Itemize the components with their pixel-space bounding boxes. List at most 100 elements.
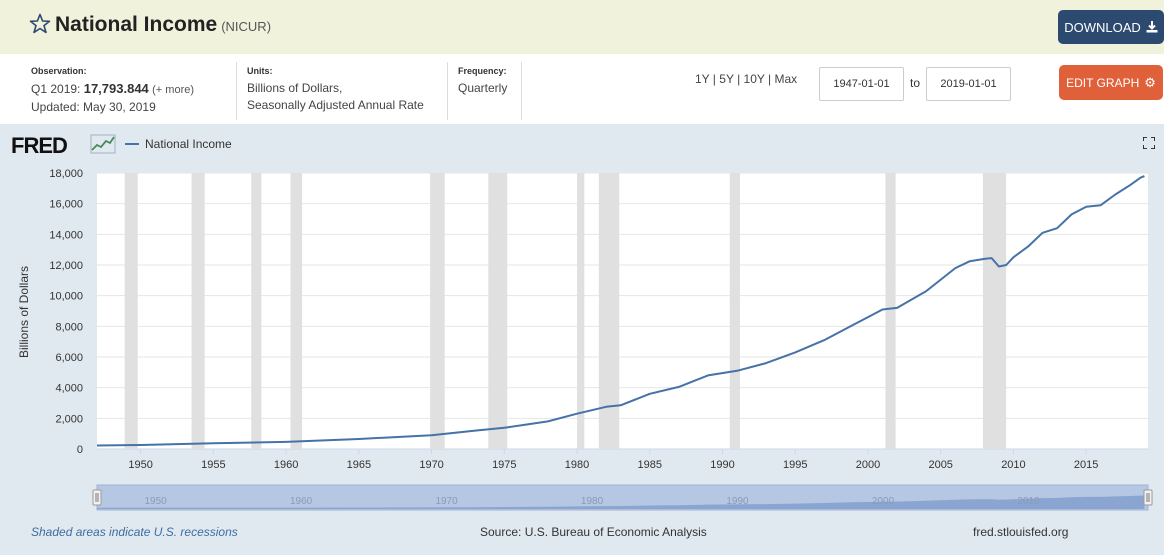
source-note: Source: U.S. Bureau of Economic Analysis: [480, 525, 707, 539]
range-max[interactable]: Max: [774, 72, 798, 86]
navigator-tick-label: 2000: [872, 496, 895, 507]
x-tick-label: 1970: [419, 459, 443, 471]
meta-bar: Observation: Q1 2019: 17,793.844 (+ more…: [0, 54, 1164, 124]
range-navigator[interactable]: 1950 1960 1970 1980 1990 2000 2010: [92, 484, 1153, 511]
x-tick-label: 1960: [274, 459, 298, 471]
observation-value: 17,793.844: [83, 81, 149, 96]
divider: [236, 62, 237, 120]
legend-label: National Income: [145, 137, 232, 151]
end-date-input[interactable]: [926, 67, 1011, 101]
plot-area: [97, 173, 1148, 449]
divider: [447, 62, 448, 120]
navigator-handle[interactable]: [1143, 489, 1153, 506]
navigator-area: [97, 495, 1145, 509]
recession-band: [290, 173, 303, 449]
recession-band: [577, 173, 585, 449]
recession-band: [430, 173, 445, 449]
recession-band: [488, 173, 508, 449]
units-label: Units:: [247, 66, 273, 76]
frequency-label: Frequency:: [458, 66, 507, 76]
observation-line: Q1 2019: 17,793.844 (+ more): [31, 80, 194, 99]
navigator-handle[interactable]: [92, 489, 102, 506]
recession-band: [598, 173, 620, 449]
series-line: [96, 175, 1145, 447]
y-tick-label: 8,000: [55, 321, 83, 333]
download-icon: [1146, 21, 1158, 33]
title-bar: National Income (NICUR) DOWNLOAD: [0, 0, 1164, 54]
recession-note-link[interactable]: Shaded areas indicate U.S. recessions: [31, 525, 238, 539]
x-axis: 1950 1955 1960 1965 1970 1975 1980 1985 1990 1995…: [128, 449, 1098, 471]
recession-band: [191, 173, 205, 449]
y-tick-label: 12,000: [49, 260, 83, 272]
series-title: National Income: [55, 13, 218, 36]
recession-band: [982, 173, 1007, 449]
observation-label: Observation:: [31, 66, 87, 76]
range-selector: 1Y | 5Y | 10Y | Max: [695, 72, 797, 86]
divider: [521, 62, 522, 120]
y-tick-label: 18,000: [49, 168, 83, 180]
x-tick-label: 1985: [638, 459, 662, 471]
x-tick-label: 1995: [783, 459, 807, 471]
x-tick-label: 1990: [710, 459, 734, 471]
download-label: DOWNLOAD: [1064, 19, 1141, 35]
fred-logo-mark-icon: [90, 134, 116, 154]
x-tick-label: 1980: [565, 459, 589, 471]
x-tick-label: 2010: [1001, 459, 1025, 471]
x-tick-label: 2015: [1074, 459, 1098, 471]
range-10y[interactable]: 10Y: [743, 72, 765, 86]
observation-period: Q1 2019:: [31, 82, 81, 96]
range-sep: |: [764, 72, 775, 86]
legend-swatch: [125, 143, 139, 145]
navigator-tick-label: 2010: [1017, 496, 1040, 507]
recession-band: [251, 173, 262, 449]
navigator-tick-label: 1980: [581, 496, 604, 507]
observation-block: Observation: Q1 2019: 17,793.844 (+ more…: [31, 65, 194, 116]
grid: [97, 172, 1148, 450]
recession-bands: [124, 173, 1007, 449]
site-link[interactable]: fred.stlouisfed.org: [973, 525, 1069, 539]
series-id: (NICUR): [221, 19, 272, 34]
national-income-line: [96, 175, 1145, 447]
gear-icon: ⚙: [1144, 74, 1156, 90]
frequency-value: Quarterly: [458, 81, 508, 95]
y-tick-label: 16,000: [49, 199, 83, 211]
start-date-input[interactable]: [819, 67, 904, 101]
x-tick-label: 2005: [928, 459, 952, 471]
chart-svg: 0 2,000 4,000 6,000 8,000 10,000 12,000 14,000 1…: [17, 168, 1153, 511]
observation-more-link[interactable]: (+ more): [152, 84, 195, 96]
y-tick-label: 4,000: [55, 383, 83, 395]
y-tick-label: 14,000: [49, 229, 83, 241]
y-axis-title: Billions of Dollars: [17, 266, 31, 358]
edit-graph-button[interactable]: EDIT GRAPH ⚙: [1059, 65, 1163, 100]
recession-band: [885, 173, 896, 449]
x-tick-label: 1975: [492, 459, 516, 471]
units-line1: Billions of Dollars,: [247, 81, 343, 95]
frequency-block: Frequency: Quarterly: [458, 65, 507, 97]
x-tick-label: 1965: [347, 459, 371, 471]
navigator-tick-label: 1950: [145, 496, 168, 507]
y-tick-label: 0: [77, 444, 83, 456]
updated-date: Updated: May 30, 2019: [31, 100, 156, 114]
to-label: to: [910, 76, 921, 90]
download-button[interactable]: DOWNLOAD: [1058, 10, 1164, 44]
units-line2: Seasonally Adjusted Annual Rate: [247, 98, 424, 112]
y-tick-label: 10,000: [49, 291, 83, 303]
y-tick-label: 6,000: [55, 352, 83, 364]
y-tick-label: 2,000: [55, 413, 83, 425]
page-title: National Income (NICUR): [55, 13, 271, 37]
x-tick-label: 1955: [201, 459, 225, 471]
navigator-tick-label: 1960: [290, 496, 313, 507]
range-5y[interactable]: 5Y: [719, 72, 734, 86]
star-icon[interactable]: [28, 12, 52, 36]
range-sep: |: [733, 72, 744, 86]
x-tick-label: 1950: [128, 459, 152, 471]
edit-graph-label: EDIT GRAPH: [1066, 75, 1140, 90]
range-sep: |: [709, 72, 720, 86]
fred-logo: FRED: [11, 133, 68, 158]
recession-band: [729, 173, 740, 449]
units-block: Units: Billions of Dollars, Seasonally A…: [247, 65, 424, 114]
x-tick-label: 2000: [856, 459, 880, 471]
recession-band: [124, 173, 138, 449]
navigator-tick-label: 1970: [435, 496, 458, 507]
range-1y[interactable]: 1Y: [695, 72, 710, 86]
